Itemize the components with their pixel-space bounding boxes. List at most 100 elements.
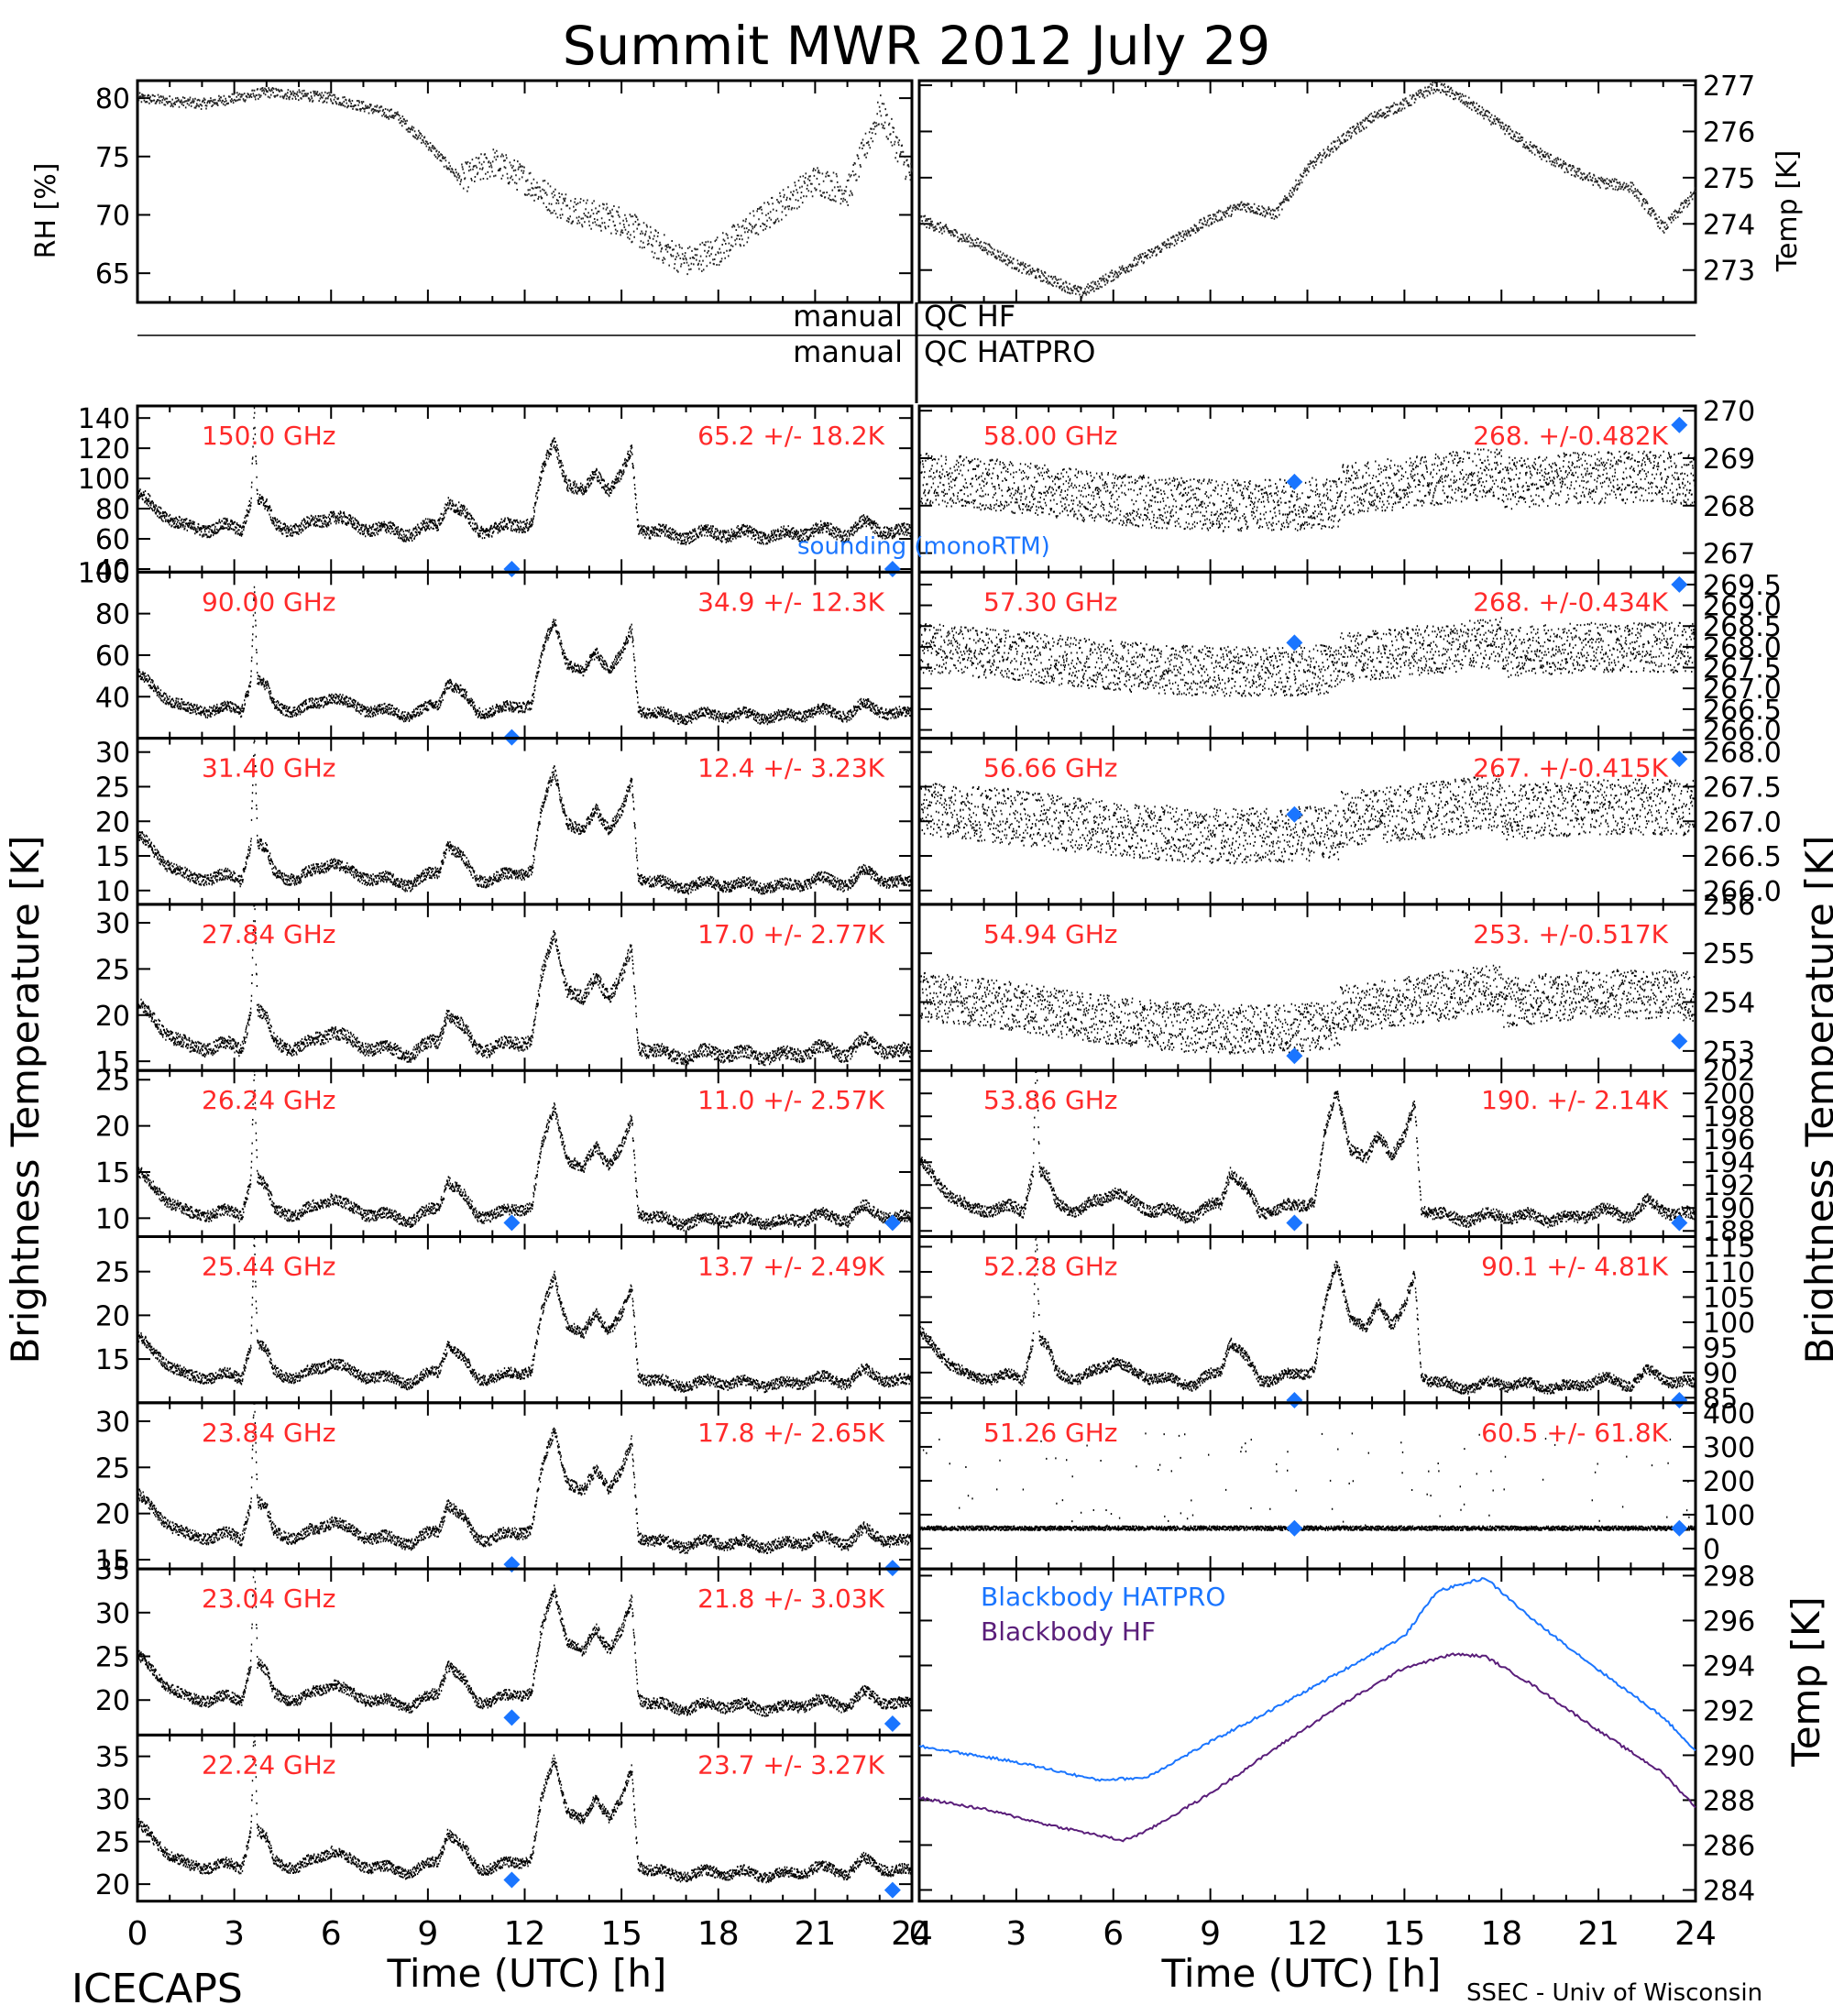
y-tick-label: 60 — [95, 524, 130, 556]
qc-hatpro-left: manual — [793, 334, 903, 369]
channel-label: 26.24 GHz — [202, 1085, 336, 1115]
ylabel-temp: Temp [K] — [1772, 150, 1804, 273]
ylabel-rh: RH [%] — [30, 163, 62, 259]
ylabel-bb: Temp [K] — [1784, 1596, 1828, 1768]
y-tick-label: 254 — [1703, 988, 1755, 1020]
y-tick-label: 25 — [95, 1827, 130, 1859]
model-marker — [1671, 751, 1688, 768]
data-points — [137, 1735, 914, 1884]
x-tick-label: 24 — [891, 1915, 933, 1953]
data-points — [137, 1569, 914, 1717]
series-l1 — [137, 407, 914, 546]
y-tick-label: 267.5 — [1703, 772, 1782, 804]
series-l4 — [137, 904, 914, 1067]
y-tick-label: 110 — [1703, 1257, 1755, 1289]
y-tick-label: 20 — [95, 1499, 130, 1531]
y-tick-label: 196 — [1703, 1124, 1755, 1156]
x-tick-label: 18 — [697, 1915, 740, 1953]
channel-label: 27.84 GHz — [202, 919, 336, 949]
channel-stat: 11.0 +/- 2.57K — [697, 1085, 884, 1115]
x-tick-label: 12 — [504, 1915, 546, 1953]
y-tick-label: 65 — [95, 258, 130, 290]
y-tick-label: 267.0 — [1703, 806, 1782, 838]
xlabel-left: Time (UTC) [h] — [387, 1951, 667, 1996]
y-tick-label: 194 — [1703, 1147, 1755, 1179]
y-tick-label: 190 — [1703, 1193, 1755, 1225]
channel-stat: 190. +/- 2.14K — [1481, 1085, 1668, 1115]
channel-label: 23.84 GHz — [202, 1418, 336, 1448]
data-points — [919, 964, 1697, 1055]
series-r3 — [919, 773, 1697, 865]
y-tick-label: 253 — [1703, 1036, 1755, 1068]
series-r7 — [919, 1432, 1697, 1531]
series-l3 — [137, 738, 914, 895]
y-tick-label: 100 — [1703, 1308, 1755, 1340]
series-rh — [137, 87, 914, 276]
y-tick-label: 140 — [78, 403, 130, 435]
x-tick-label: 24 — [1674, 1915, 1717, 1953]
series-r6 — [919, 1236, 1697, 1395]
x-tick-label: 9 — [1200, 1915, 1221, 1953]
series-r2 — [919, 617, 1697, 697]
series-temp — [919, 81, 1697, 299]
y-tick-label: 85 — [1703, 1383, 1738, 1415]
series-l5 — [137, 1070, 914, 1232]
legend-entry-1: Blackbody HF — [981, 1616, 1156, 1647]
y-tick-label: 20 — [95, 806, 130, 838]
y-tick-label: 100 — [78, 464, 130, 496]
channel-label: 25.44 GHz — [202, 1252, 336, 1282]
ylabel-left-main: Brightness Temperature [K] — [3, 836, 48, 1364]
x-tick-label: 15 — [600, 1915, 642, 1953]
panel-rh: 65 70 75 80 — [95, 79, 914, 304]
y-tick-label: 296 — [1703, 1605, 1755, 1638]
y-tick-label: 20 — [95, 1300, 130, 1332]
y-tick-label: 284 — [1703, 1875, 1755, 1907]
model-marker — [1671, 1519, 1688, 1537]
y-tick-label: 35 — [95, 1554, 130, 1586]
y-tick-label: 269 — [1703, 444, 1755, 476]
channel-stat: 34.9 +/- 12.3K — [697, 586, 884, 617]
data-points — [137, 407, 914, 546]
data-points — [137, 738, 914, 895]
series-l7 — [137, 1402, 914, 1554]
y-tick-label: 10 — [95, 1203, 130, 1235]
panel-l6: 25 20 15 25.44 GHz 13.7 +/- 2.49K — [95, 1235, 914, 1405]
ylabel-right-main: Brightness Temperature [K] — [1797, 836, 1833, 1364]
y-tick-label: 192 — [1703, 1170, 1755, 1202]
channel-stat: 21.8 +/- 3.03K — [697, 1583, 884, 1614]
x-tick-label: 3 — [1005, 1915, 1026, 1953]
y-tick-label: 266.5 — [1703, 841, 1782, 873]
panel-l2: 100 80 60 40 90.00 GHz 34.9 +/- 12.3K — [78, 557, 914, 746]
y-tick-label: 75 — [95, 142, 130, 174]
channel-label: 23.04 GHz — [202, 1583, 336, 1614]
legend-entry-0: Blackbody HATPRO — [981, 1582, 1225, 1612]
y-tick-label: 200 — [1703, 1079, 1755, 1111]
x-tick-label: 21 — [794, 1915, 836, 1953]
y-tick-label: 400 — [1703, 1398, 1755, 1430]
channel-label: 58.00 GHz — [983, 421, 1118, 451]
y-tick-label: 30 — [95, 738, 130, 770]
panel-l7: 30 25 20 15 23.84 GHz 17.8 +/- 2.65K — [95, 1401, 914, 1577]
model-marker — [1286, 634, 1303, 652]
y-tick-label: 269.5 — [1703, 570, 1782, 602]
y-tick-label: 268.0 — [1703, 632, 1782, 664]
series-l2 — [137, 586, 914, 726]
xlabel-right: Time (UTC) [h] — [1161, 1951, 1442, 1996]
panel-l8: 35 30 25 20 23.04 GHz 21.8 +/- 3.03K — [95, 1554, 914, 1737]
model-marker — [1671, 1033, 1688, 1050]
y-tick-label: 30 — [95, 908, 130, 940]
channel-stat: 17.0 +/- 2.77K — [697, 919, 884, 949]
y-tick-label: 15 — [95, 1046, 130, 1079]
y-tick-label: 40 — [95, 682, 130, 714]
panel-r1: 270 269 268 267 58.00 GHz 268. +/-0.482K — [917, 396, 1755, 574]
x-tick-label: 21 — [1577, 1915, 1619, 1953]
y-tick-label: 290 — [1703, 1740, 1755, 1772]
y-tick-label: 0 — [1703, 1534, 1720, 1566]
model-marker — [1671, 575, 1688, 593]
model-marker — [1671, 1392, 1688, 1409]
y-tick-label: 35 — [95, 1742, 130, 1774]
y-tick-label: 80 — [95, 494, 130, 526]
y-tick-label: 20 — [95, 1112, 130, 1144]
